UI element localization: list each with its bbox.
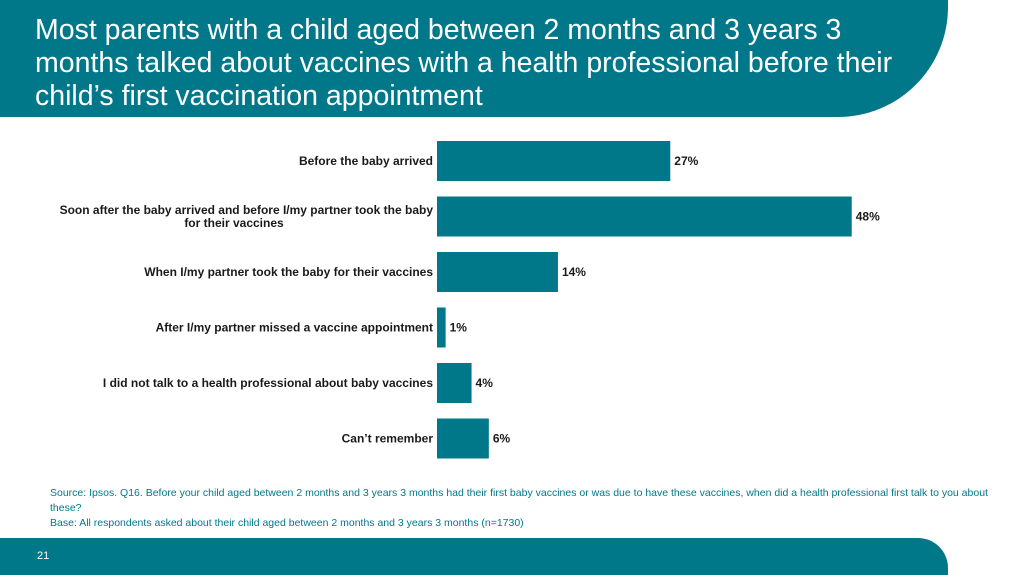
bar-1 [437, 196, 852, 237]
footer-banner: 21 [0, 538, 948, 575]
category-label-5: Can’t remember [342, 432, 434, 446]
value-label-2: 14% [562, 265, 586, 279]
category-label-1: Soon after the baby arrived and before I… [60, 203, 434, 230]
chart-notes: Source: Ipsos. Q16. Before your child ag… [50, 486, 1010, 531]
value-label-4: 4% [476, 376, 494, 390]
bar-0 [437, 141, 671, 181]
base-note: Base: All respondents asked about their … [50, 517, 524, 529]
bar-2 [437, 252, 558, 292]
value-label-5: 6% [493, 432, 511, 446]
page-title: Most parents with a child aged between 2… [35, 14, 893, 112]
bar-5 [437, 418, 489, 459]
category-label-0: Before the baby arrived [299, 154, 433, 168]
category-label-4: I did not talk to a health professional … [103, 376, 433, 390]
category-label-3: After I/my partner missed a vaccine appo… [156, 321, 433, 335]
source-note: Source: Ipsos. Q16. Before your child ag… [50, 487, 988, 514]
value-label-0: 27% [674, 154, 698, 168]
bar-3 [437, 307, 446, 348]
value-label-1: 48% [856, 210, 880, 224]
bar-chart: Before the baby arrived 27% Soon after the… [60, 141, 880, 459]
category-label-2: When I/my partner took the baby for thei… [144, 265, 433, 279]
page-number: 21 [37, 550, 50, 562]
bar-4 [437, 363, 472, 403]
title-banner: Most parents with a child aged between 2… [0, 0, 948, 117]
value-label-3: 1% [450, 321, 468, 335]
